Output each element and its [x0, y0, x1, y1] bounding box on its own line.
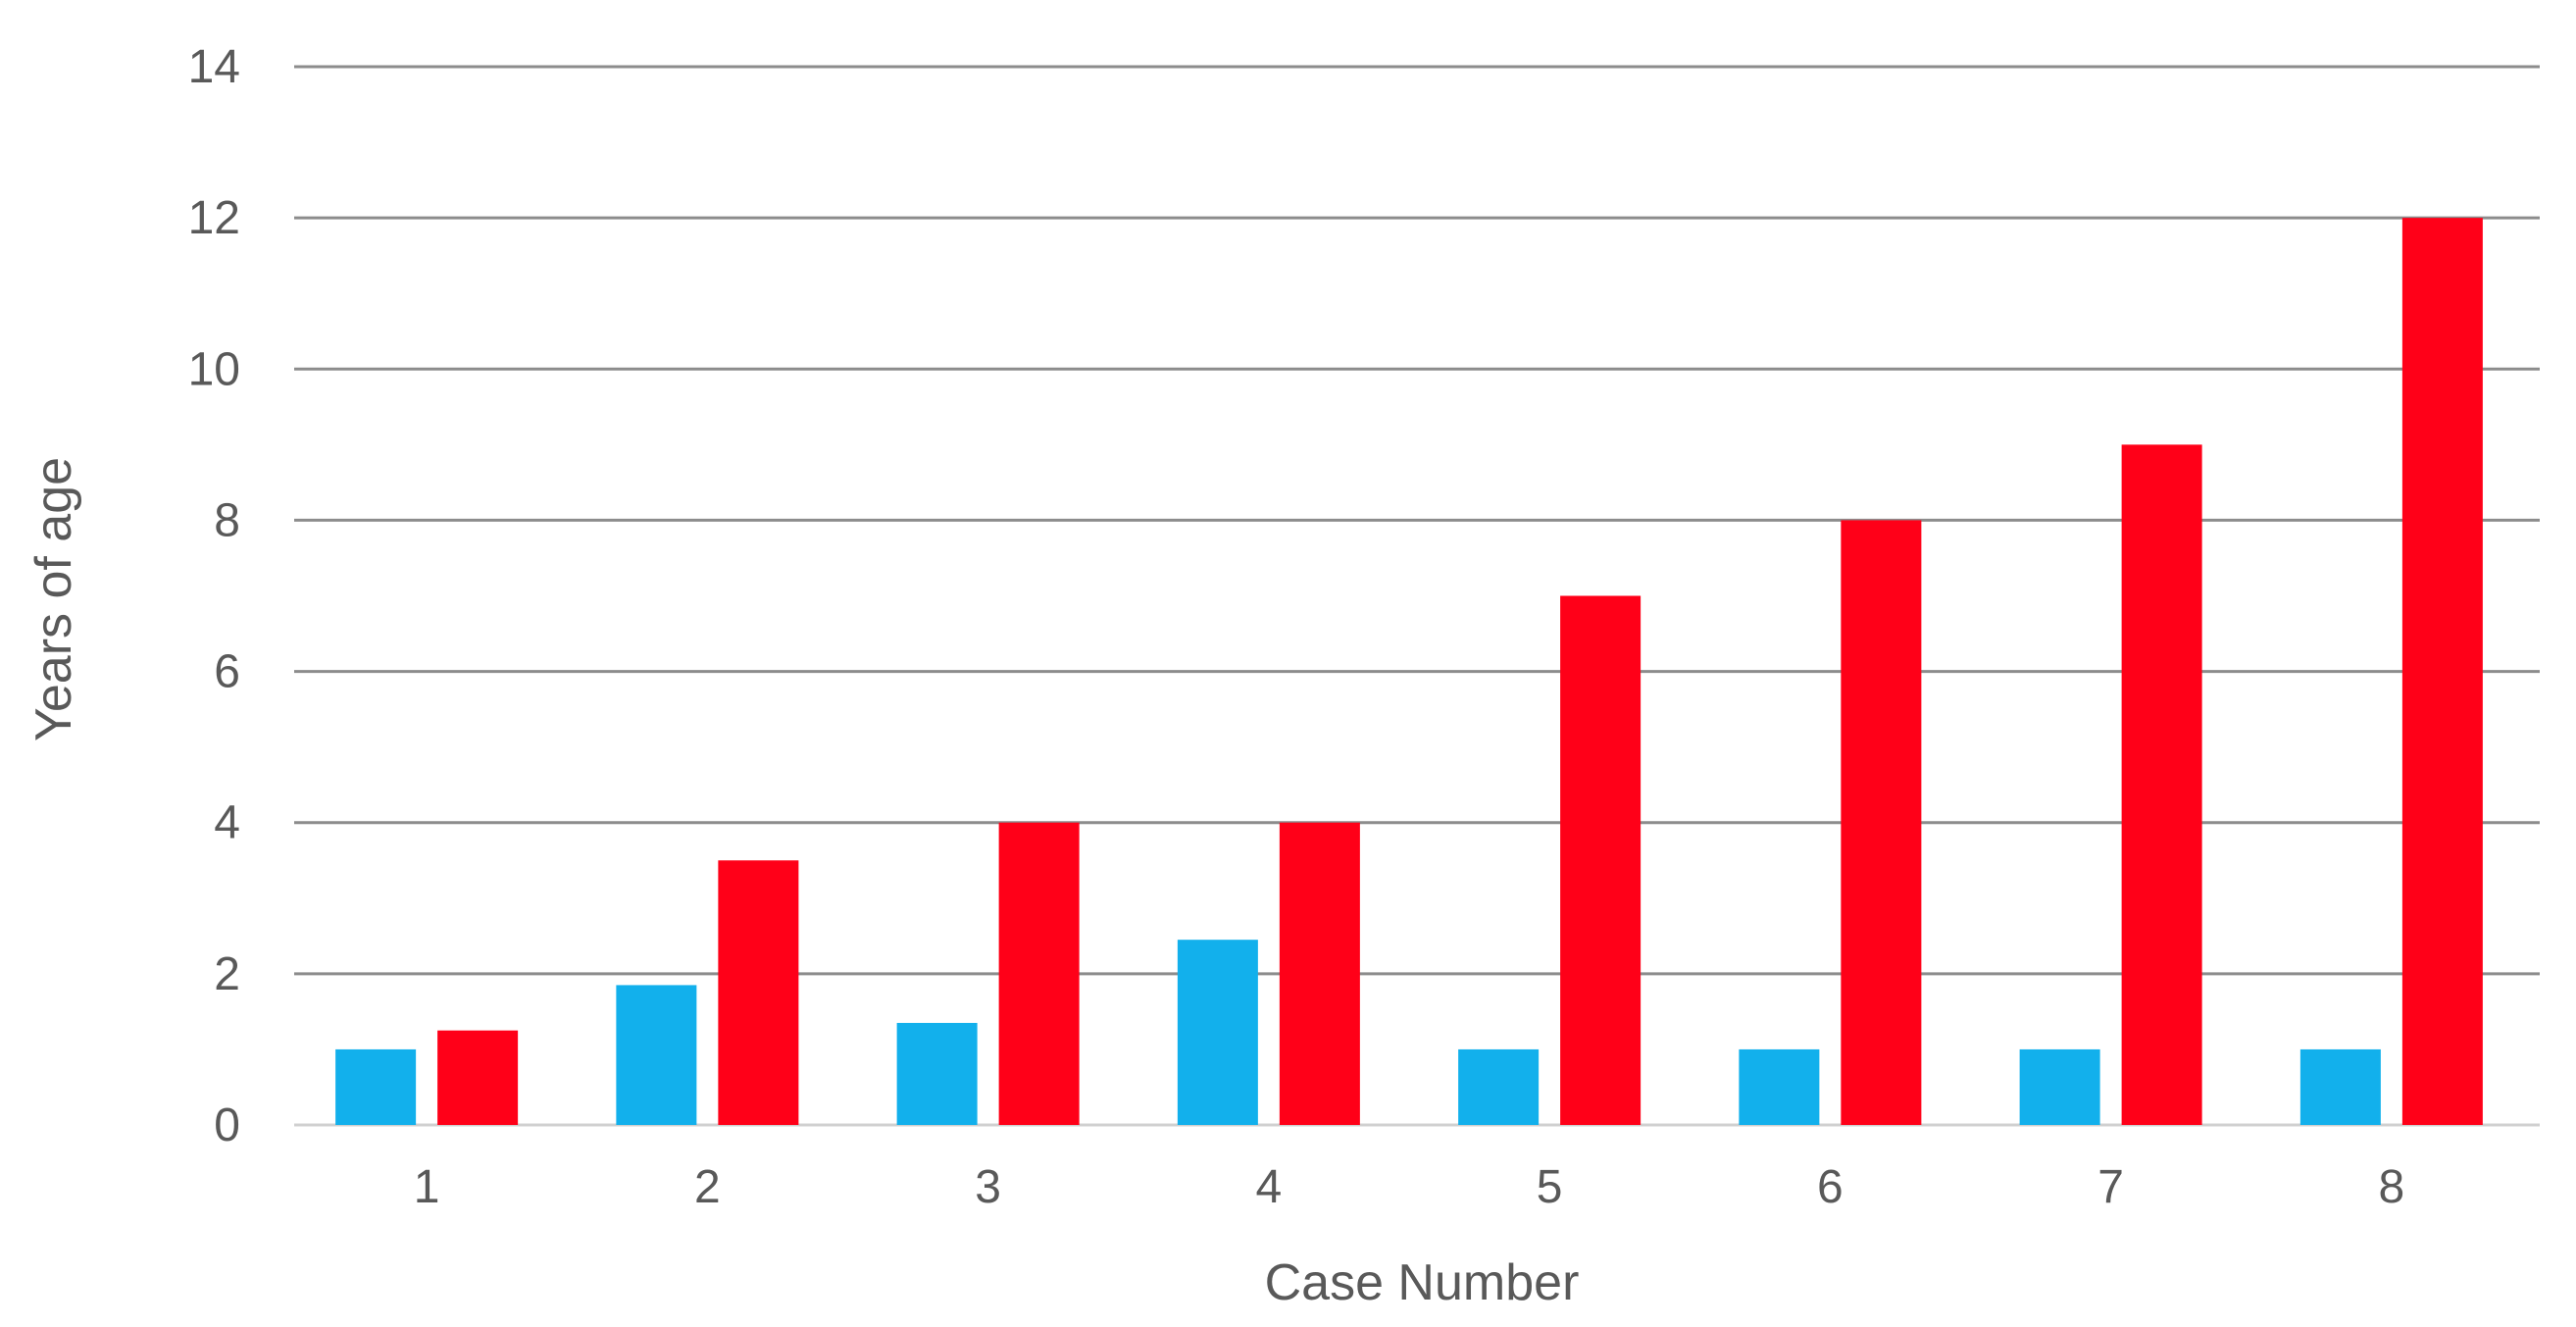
bar-series-2-case-6: [1841, 520, 1922, 1125]
x-tick-label: 2: [694, 1161, 721, 1213]
bar-series-1-case-3: [896, 1022, 978, 1125]
y-axis-tick-labels: 0 2 4 6 8 10 12 14: [188, 41, 240, 1151]
x-tick-label: 4: [1256, 1161, 1283, 1213]
y-tick-label: 10: [188, 343, 240, 395]
bar-series-1-case-6: [1739, 1048, 1820, 1125]
x-tick-label: 5: [1537, 1161, 1563, 1213]
bar-series-2-case-1: [437, 1030, 519, 1125]
x-axis-tick-labels: 1 2 3 4 5 6 7 8: [414, 1161, 2404, 1213]
y-tick-label: 6: [214, 646, 240, 698]
gridlines: [294, 65, 2540, 1127]
bar-series-2-case-4: [1279, 822, 1360, 1125]
y-tick-label: 14: [188, 41, 240, 93]
x-tick-label: 6: [1817, 1161, 1844, 1213]
y-tick-label: 8: [214, 494, 240, 546]
x-tick-label: 1: [414, 1161, 440, 1213]
y-tick-label: 0: [214, 1099, 240, 1151]
bar-series-1-case-7: [2019, 1048, 2100, 1125]
y-tick-label: 12: [188, 192, 240, 244]
bar-series-2-case-3: [998, 822, 1080, 1125]
bar-series-2-case-2: [718, 860, 799, 1125]
x-axis-title: Case Number: [1265, 1254, 1580, 1311]
y-tick-label: 2: [214, 948, 240, 1000]
bar-series-1-case-2: [616, 985, 697, 1125]
bar-series-2-case-8: [2401, 218, 2483, 1126]
y-axis-title: Years of age: [25, 457, 82, 741]
bar-series-1-case-1: [335, 1048, 417, 1125]
y-tick-label: 4: [214, 797, 240, 849]
bar-series-2-case-7: [2121, 444, 2202, 1125]
bar-series-1-case-8: [2299, 1048, 2381, 1125]
bar-series-1-case-4: [1177, 940, 1258, 1125]
x-tick-label: 8: [2379, 1161, 2405, 1213]
x-tick-label: 3: [975, 1161, 1001, 1213]
x-tick-label: 7: [2097, 1161, 2124, 1213]
bar-series-1-case-5: [1458, 1048, 1540, 1125]
bars: [335, 218, 2483, 1126]
bar-series-2-case-5: [1560, 595, 1642, 1125]
